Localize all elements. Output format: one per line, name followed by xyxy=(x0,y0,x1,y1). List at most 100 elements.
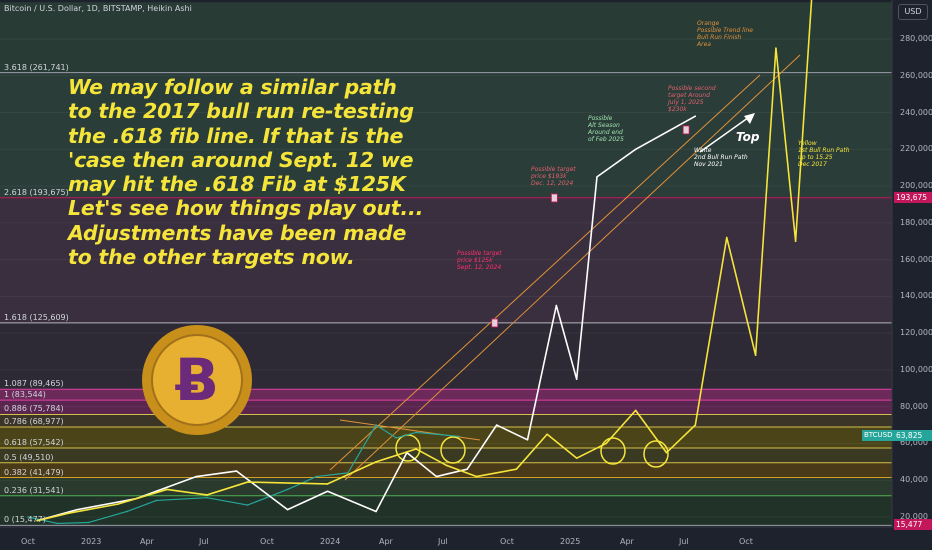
top-arrow xyxy=(699,114,753,153)
series-point xyxy=(495,424,498,426)
fib-lines xyxy=(0,72,892,526)
series-point xyxy=(555,304,558,307)
time-tick: Jul xyxy=(438,537,448,546)
fib-level-label: 0.236 (31,541) xyxy=(4,485,64,495)
message-line: Adjustments have been made xyxy=(68,220,407,245)
fib-band xyxy=(0,477,892,496)
series-point xyxy=(195,475,198,478)
price-tick: 240,000 xyxy=(900,107,932,117)
message-line: to the 2017 bull run re-testing xyxy=(68,99,414,124)
price-tick: 280,000 xyxy=(900,34,932,43)
series-point xyxy=(575,378,578,380)
series-line-1 xyxy=(36,115,696,522)
price-tick: 20,000 xyxy=(900,512,928,521)
series-point xyxy=(634,409,637,412)
series-point xyxy=(246,504,249,506)
price-tick: 120,000 xyxy=(900,328,932,338)
series-point xyxy=(665,451,668,454)
fib-level-label: 3.618 (261,741) xyxy=(4,62,69,72)
currency-button[interactable]: USD xyxy=(898,4,928,20)
series-point xyxy=(76,508,78,511)
series-point xyxy=(375,424,377,426)
price-badge: 15,477 xyxy=(894,519,932,531)
fib-band xyxy=(0,426,892,448)
time-tick: Apr xyxy=(620,537,634,546)
series-point xyxy=(155,499,158,502)
series-point xyxy=(166,488,168,491)
series-point xyxy=(286,508,289,511)
fib-level-label: 0 (15,477) xyxy=(4,515,46,525)
series-point xyxy=(375,510,377,513)
target-markers xyxy=(491,125,690,328)
time-tick: Oct xyxy=(260,537,274,546)
series-point xyxy=(605,442,607,445)
time-tick: 2024 xyxy=(320,537,341,546)
series-point xyxy=(235,470,238,472)
fib-band xyxy=(0,447,892,463)
highlight-circle xyxy=(440,436,466,464)
target-marker xyxy=(491,318,499,328)
series-point xyxy=(415,431,417,434)
series-point xyxy=(117,503,119,505)
fib-band xyxy=(0,495,892,525)
series-point xyxy=(326,490,329,493)
series-point xyxy=(206,496,208,499)
fib-band xyxy=(0,462,892,478)
series-point xyxy=(36,519,38,522)
series-point xyxy=(415,448,417,450)
series-point xyxy=(206,494,208,496)
trend-line xyxy=(344,54,801,481)
message-line: the .618 fib line. If that is the xyxy=(68,123,404,148)
price-badge-label: BTCUSD xyxy=(862,430,895,442)
message-line: We may follow a similar path xyxy=(68,75,397,99)
message-line: may hit the .618 Fib at $125K xyxy=(68,172,406,197)
highlight-circle xyxy=(600,437,626,465)
fib-level-label: 0.5 (49,510) xyxy=(4,452,54,462)
bitcoin-symbol: Ƀ xyxy=(175,346,219,414)
series-point xyxy=(27,516,29,518)
series-point xyxy=(458,435,461,438)
time-tick: Oct xyxy=(500,537,514,546)
fib-band xyxy=(0,2,892,73)
time-tick: 2025 xyxy=(560,537,581,546)
series-point xyxy=(634,148,637,151)
price-tick: 80,000 xyxy=(900,401,928,411)
chart-title: Bitcoin / U.S. Dollar, 1D, BITSTAMP, Hei… xyxy=(4,4,192,13)
series-point xyxy=(725,236,728,239)
price-axis-bg xyxy=(892,0,932,550)
trend-line xyxy=(329,74,761,471)
series-point xyxy=(526,438,529,441)
time-axis-bg xyxy=(0,527,932,550)
fib-level-label: 0.786 (68,977) xyxy=(4,416,64,426)
overlay-message: We may follow a similar path to the 2017 … xyxy=(68,75,448,269)
fib-level-label: 1.087 (89,465) xyxy=(4,379,64,389)
highlight-circles xyxy=(395,434,669,468)
fib-level-label: 1.618 (125,609) xyxy=(4,312,69,322)
series-point xyxy=(546,433,548,436)
series-point xyxy=(575,457,578,459)
annotation-top: Top xyxy=(736,130,760,144)
price-tick: 140,000 xyxy=(900,291,932,301)
series-point xyxy=(435,433,438,436)
time-tick: Oct xyxy=(739,537,753,546)
fib-band xyxy=(0,400,892,415)
price-badge: 193,675 xyxy=(894,191,932,203)
price-tick: 220,000 xyxy=(900,144,932,154)
fib-band xyxy=(0,72,892,198)
series-point xyxy=(475,475,478,478)
series-point xyxy=(466,468,468,471)
series-point xyxy=(435,475,438,478)
series-point xyxy=(794,240,797,243)
series-point xyxy=(395,437,398,439)
series-point xyxy=(694,424,697,426)
price-badge: 63,825 xyxy=(894,430,932,442)
message-line: Let's see how things play out... xyxy=(68,196,424,221)
price-tick: 180,000 xyxy=(900,217,932,227)
series-point xyxy=(694,115,697,118)
coin-inner xyxy=(151,334,243,426)
fib-level-label: 0.618 (57,542) xyxy=(4,437,64,447)
series-point xyxy=(286,488,289,491)
series-lines xyxy=(27,0,813,525)
